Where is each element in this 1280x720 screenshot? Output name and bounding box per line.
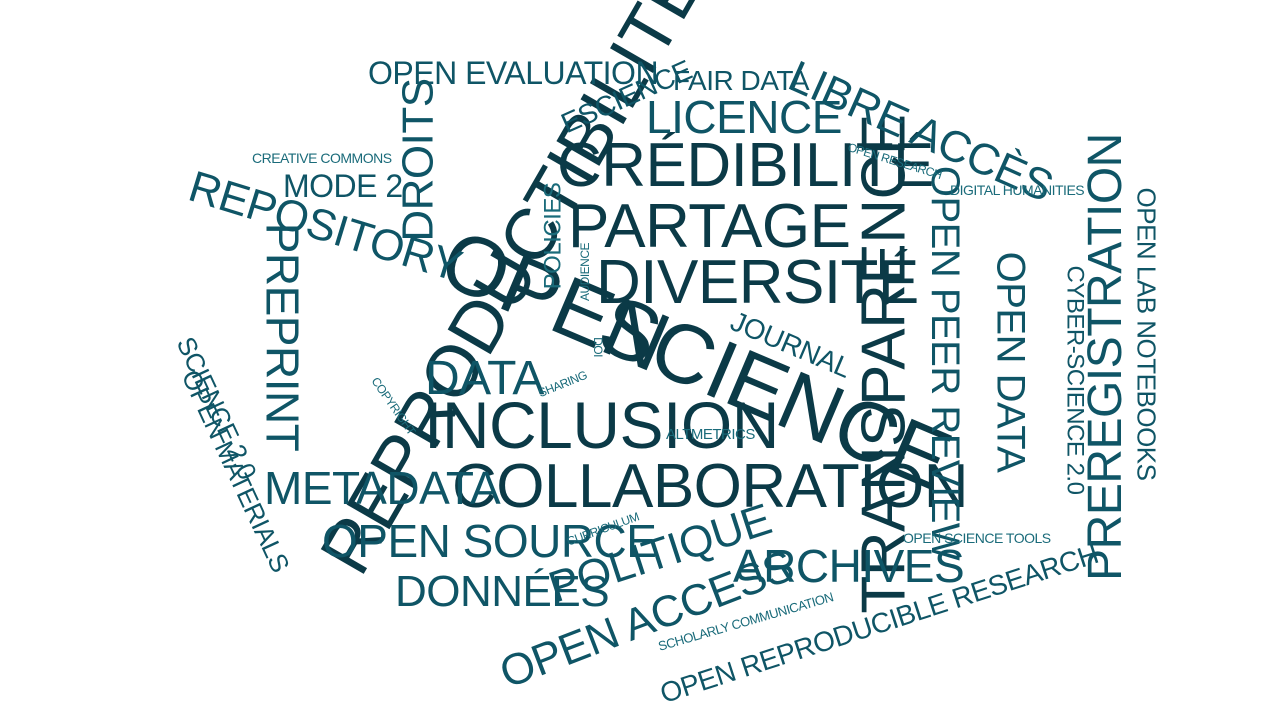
word-audience: AUDIENCE xyxy=(578,242,593,302)
word-credibilite: CRÉDIBILITÉ xyxy=(557,131,934,200)
word-preregistration: PREREGISTRATION xyxy=(1078,133,1132,581)
word-fair-data: FAIR DATA xyxy=(673,65,810,96)
word-licence: LICENCE xyxy=(646,91,842,143)
word-donnees: DONNÉES xyxy=(395,567,610,616)
word-altmetrics: ALTMETRICS xyxy=(666,426,755,443)
word-mode-2: MODE 2 xyxy=(283,168,403,204)
word-doi: DOI xyxy=(590,337,605,357)
word-creative-commons: CREATIVE COMMONS xyxy=(252,150,392,166)
word-open-evaluation: OPEN EVALUATION xyxy=(368,55,659,91)
word-open-lab-notebooks: OPEN LAB NOTEBOOKS xyxy=(1131,187,1162,481)
word-partage: PARTAGE xyxy=(568,192,851,261)
word-digital-humanities: DIGITAL HUMANITIES xyxy=(950,182,1085,198)
word-collaboration: COLLABORATION xyxy=(452,452,969,521)
word-diversite: DIVERSITÉ xyxy=(596,248,919,317)
word-archives: ARCHIVES xyxy=(733,540,965,592)
word-droits: DROITS xyxy=(393,78,443,242)
word-data: DATA xyxy=(425,352,544,405)
word-open-data: OPEN DATA xyxy=(988,251,1033,473)
word-open-science-tools: OPEN SCIENCE TOOLS xyxy=(903,530,1051,546)
word-policies: POLICIES xyxy=(539,182,567,290)
word-open-peer-review: OPEN PEER REVIEW xyxy=(923,165,968,561)
word-inclusion: INCLUSION xyxy=(424,388,779,462)
word-open-source: OPEN SOURCE xyxy=(322,515,657,567)
word-cyber-science: CYBER-SCIENCE 2.0 xyxy=(1061,265,1089,495)
word-metadata: METADATA xyxy=(264,462,501,514)
word-preprint: PREPRINT xyxy=(256,222,309,452)
